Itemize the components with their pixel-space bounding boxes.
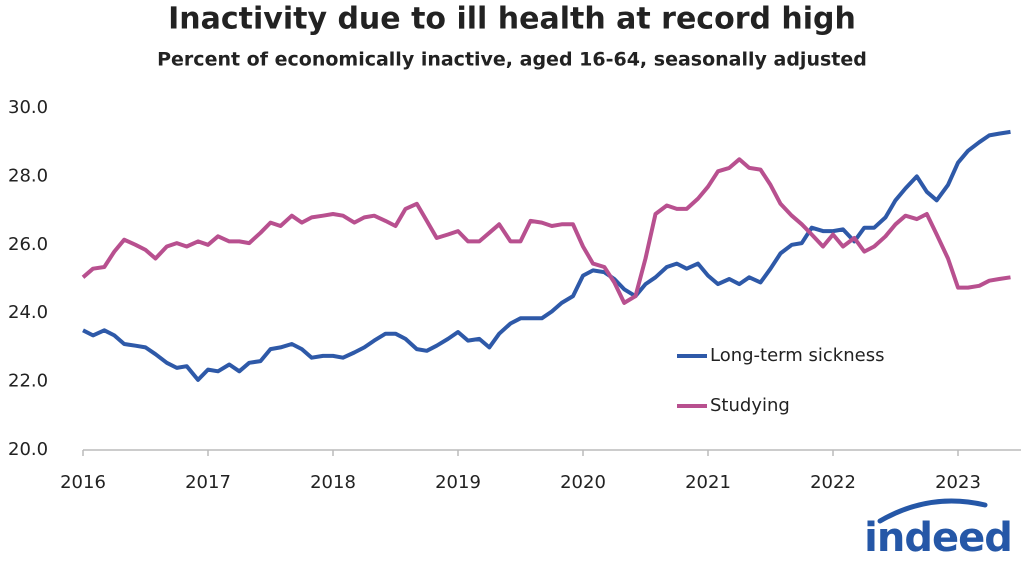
- legend-label: Long-term sickness: [710, 345, 884, 366]
- x-tick-label: 2019: [435, 472, 481, 493]
- x-tick-label: 2018: [310, 472, 356, 493]
- x-tick-label: 2016: [60, 472, 106, 493]
- x-tick-label: 2020: [560, 472, 606, 493]
- chart-title: Inactivity due to ill health at record h…: [168, 2, 856, 37]
- x-tick-label: 2021: [685, 472, 731, 493]
- series-line: [81, 157, 1011, 305]
- logo-arc: [877, 498, 988, 524]
- brand-logo: indeed: [864, 498, 1013, 561]
- x-tick-label: 2017: [185, 472, 231, 493]
- y-tick-label: 26.0: [8, 234, 48, 255]
- y-tick-label: 28.0: [8, 165, 48, 186]
- y-tick-label: 22.0: [8, 371, 48, 392]
- chart-subtitle: Percent of economically inactive, aged 1…: [157, 49, 867, 71]
- x-tick-label: 2023: [935, 472, 981, 493]
- y-tick-label: 24.0: [8, 302, 48, 323]
- legend-label: Studying: [710, 395, 790, 416]
- y-tick-label: 20.0: [8, 439, 48, 460]
- y-tick-label: 30.0: [8, 97, 48, 118]
- x-tick-label: 2022: [810, 472, 856, 493]
- brand-text: indeed: [864, 515, 1012, 561]
- series-line: [82, 129, 1011, 382]
